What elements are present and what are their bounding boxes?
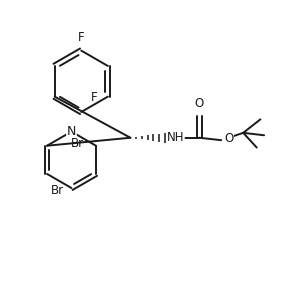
Text: NH: NH (167, 131, 184, 144)
Text: N: N (67, 125, 76, 138)
Text: O: O (194, 97, 204, 110)
Text: Br: Br (51, 184, 64, 197)
Text: Br: Br (70, 137, 84, 150)
Text: O: O (224, 133, 233, 146)
Text: F: F (91, 92, 98, 104)
Text: F: F (78, 31, 85, 44)
